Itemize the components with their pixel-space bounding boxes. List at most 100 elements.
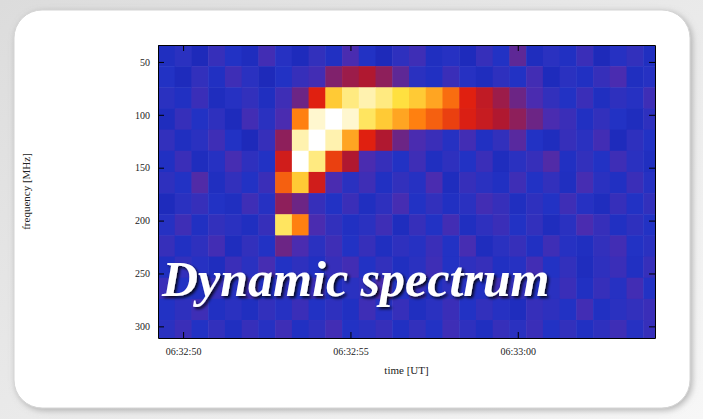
heatmap-cell bbox=[175, 66, 192, 88]
tick: 06:33:00 bbox=[500, 332, 536, 357]
heatmap-cell bbox=[191, 66, 208, 88]
heatmap-cell bbox=[275, 320, 292, 338]
heatmap-cell bbox=[560, 87, 577, 109]
heatmap-cell bbox=[175, 151, 192, 173]
axis bbox=[159, 45, 656, 51]
heatmap-cell bbox=[576, 214, 593, 236]
heatmap-cell bbox=[426, 214, 443, 236]
heatmap-cell bbox=[610, 172, 627, 194]
heatmap-cell bbox=[476, 66, 493, 88]
heatmap-cell bbox=[392, 214, 409, 236]
heatmap-cell bbox=[342, 108, 359, 130]
heatmap-cell bbox=[560, 214, 577, 236]
heatmap-cell bbox=[158, 151, 175, 173]
heatmap-cell bbox=[442, 214, 459, 236]
heatmap-cell bbox=[526, 172, 543, 194]
heatmap-cell bbox=[476, 320, 493, 338]
tick-label: 06:33:00 bbox=[500, 346, 536, 357]
axis-line bbox=[655, 46, 656, 339]
y-axis-title: frequency [MHz] bbox=[20, 153, 32, 230]
heatmap-cell bbox=[225, 193, 242, 215]
heatmap-cell bbox=[610, 45, 627, 67]
heatmap-cell bbox=[292, 172, 309, 194]
heatmap-cell bbox=[643, 130, 655, 152]
heatmap-cell bbox=[509, 320, 526, 338]
heatmap-cell bbox=[292, 320, 309, 338]
tick bbox=[649, 115, 655, 116]
heatmap-cell bbox=[476, 193, 493, 215]
heatmap-cell bbox=[342, 193, 359, 215]
tick-mark bbox=[158, 115, 164, 116]
heatmap-cell bbox=[325, 193, 342, 215]
heatmap-cell bbox=[258, 130, 275, 152]
heatmap-cell bbox=[342, 320, 359, 338]
heatmap-cell bbox=[610, 299, 627, 321]
heatmap-cell bbox=[610, 130, 627, 152]
heatmap-cell bbox=[242, 130, 259, 152]
heatmap-cell bbox=[643, 45, 655, 67]
heatmap-cell bbox=[643, 172, 655, 194]
heatmap-cell bbox=[560, 235, 577, 257]
heatmap-cell bbox=[359, 320, 376, 338]
heatmap-cell bbox=[392, 66, 409, 88]
card bbox=[14, 10, 690, 408]
heatmap-cell bbox=[158, 130, 175, 152]
heatmap-cell bbox=[208, 87, 225, 109]
axis: 06:32:5006:32:5506:33:00 bbox=[159, 332, 656, 357]
x-axis-title: time [UT] bbox=[384, 364, 428, 376]
heatmap-cell bbox=[543, 172, 560, 194]
heatmap-cell bbox=[543, 214, 560, 236]
heatmap-cell bbox=[643, 320, 655, 338]
heatmap-cell bbox=[309, 108, 326, 130]
heatmap-cell bbox=[459, 108, 476, 130]
heatmap-cell bbox=[175, 108, 192, 130]
heatmap-cell bbox=[225, 172, 242, 194]
heatmap-cell bbox=[242, 320, 259, 338]
heatmap-cell bbox=[359, 214, 376, 236]
heatmap-cell bbox=[309, 130, 326, 152]
heatmap-cell bbox=[275, 214, 292, 236]
heatmap-cell bbox=[509, 172, 526, 194]
heatmap-cell bbox=[409, 108, 426, 130]
heatmap-cell bbox=[175, 45, 192, 67]
heatmap-cell bbox=[292, 193, 309, 215]
heatmap-cell bbox=[292, 66, 309, 88]
heatmap-cell bbox=[359, 130, 376, 152]
heatmap-cell bbox=[610, 108, 627, 130]
heatmap-cell bbox=[409, 87, 426, 109]
heatmap-cell bbox=[242, 87, 259, 109]
axis-line bbox=[159, 338, 656, 339]
tick: 50 bbox=[140, 57, 164, 68]
heatmap-cell bbox=[476, 87, 493, 109]
heatmap-cell bbox=[342, 45, 359, 67]
heatmap-cell bbox=[392, 193, 409, 215]
heatmap-cell bbox=[459, 193, 476, 215]
tick: 250 bbox=[135, 268, 164, 279]
heatmap-cell bbox=[208, 130, 225, 152]
heatmap-cell bbox=[158, 193, 175, 215]
heatmap-cell bbox=[225, 214, 242, 236]
heatmap-cell bbox=[376, 320, 393, 338]
heatmap-cell bbox=[543, 151, 560, 173]
heatmap-cell bbox=[610, 278, 627, 300]
tick-mark bbox=[350, 332, 351, 338]
heatmap-cell bbox=[560, 320, 577, 338]
heatmap-cell bbox=[560, 45, 577, 67]
heatmap-cell bbox=[509, 151, 526, 173]
heatmap-cell bbox=[392, 320, 409, 338]
heatmap-cell bbox=[359, 193, 376, 215]
tick bbox=[183, 45, 184, 51]
heatmap-cell bbox=[242, 45, 259, 67]
heatmap-cell bbox=[409, 151, 426, 173]
axis-line bbox=[159, 45, 656, 46]
heatmap-cell bbox=[409, 320, 426, 338]
heatmap-cell bbox=[627, 299, 644, 321]
heatmap-cell bbox=[576, 299, 593, 321]
heatmap-cell bbox=[208, 45, 225, 67]
heatmap-cell bbox=[610, 214, 627, 236]
heatmap-cell bbox=[610, 66, 627, 88]
tick-mark bbox=[183, 45, 184, 51]
heatmap-cell bbox=[409, 214, 426, 236]
heatmap-cell bbox=[191, 151, 208, 173]
heatmap-cell bbox=[175, 130, 192, 152]
